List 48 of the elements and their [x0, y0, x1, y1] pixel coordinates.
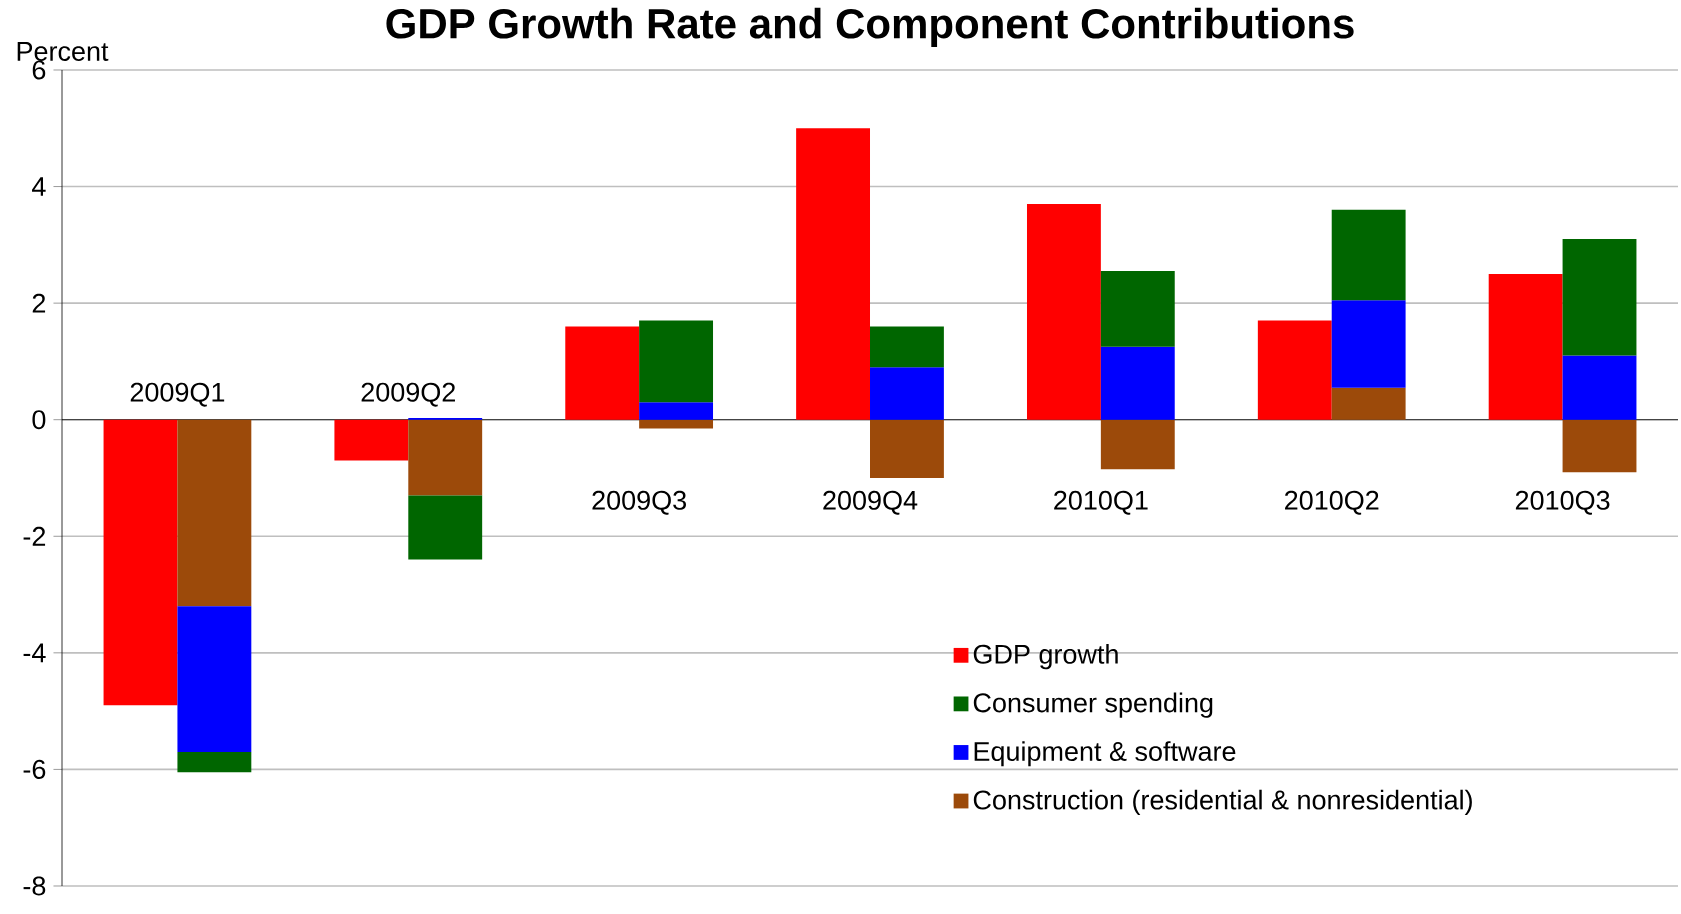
x-tick-label: 2010Q1	[1054, 490, 1148, 515]
bar	[639, 320, 714, 403]
bar	[177, 751, 252, 773]
bar	[1100, 271, 1175, 347]
bar	[639, 419, 714, 429]
y-tick-label: 6	[32, 60, 46, 80]
y-tick-label: -2	[23, 526, 46, 546]
bar	[1100, 346, 1175, 420]
x-tick-label: 2010Q2	[1285, 490, 1379, 515]
y-tick-label: -4	[23, 643, 46, 663]
bar	[870, 367, 944, 420]
chart-title: GDP Growth Rate and Component Contributions	[386, 7, 1354, 47]
bar	[1331, 387, 1406, 420]
y-tick-label: -6	[23, 759, 46, 779]
y-tick-label: 2	[32, 293, 46, 313]
x-tick-label: 2009Q1	[130, 382, 225, 407]
bar	[1100, 419, 1175, 470]
bar	[565, 326, 640, 420]
bar	[1562, 355, 1637, 420]
bar	[177, 606, 252, 752]
y-tick-label: 4	[32, 177, 46, 196]
x-tick-label: 2009Q4	[823, 490, 918, 515]
y-tick-label: 0	[32, 410, 46, 430]
bar	[1026, 204, 1101, 420]
legend-label: GDP growth	[973, 644, 1118, 670]
bar	[1257, 320, 1332, 420]
legend-label: Equipment & software	[974, 741, 1236, 767]
bar	[334, 419, 409, 461]
bar	[796, 128, 871, 420]
bar	[1331, 209, 1406, 301]
y-tick-label: -8	[23, 876, 46, 896]
x-tick-label: 2010Q3	[1515, 490, 1610, 515]
bar	[870, 419, 944, 478]
x-tick-label: 2009Q2	[361, 382, 455, 407]
bar	[639, 402, 714, 420]
legend-label: Consumer spending	[973, 692, 1213, 718]
y-axis-title: Percent	[17, 42, 109, 61]
bar	[177, 419, 252, 607]
bar	[408, 419, 483, 496]
bar	[1562, 239, 1637, 356]
bar	[1562, 419, 1637, 473]
bar	[870, 326, 944, 368]
legend-label: Construction (residential & nonresidential)	[973, 789, 1472, 815]
bar	[103, 419, 178, 706]
bar	[1488, 273, 1563, 420]
bar	[1331, 300, 1406, 388]
bar	[408, 495, 483, 560]
x-tick-label: 2009Q3	[592, 490, 686, 515]
